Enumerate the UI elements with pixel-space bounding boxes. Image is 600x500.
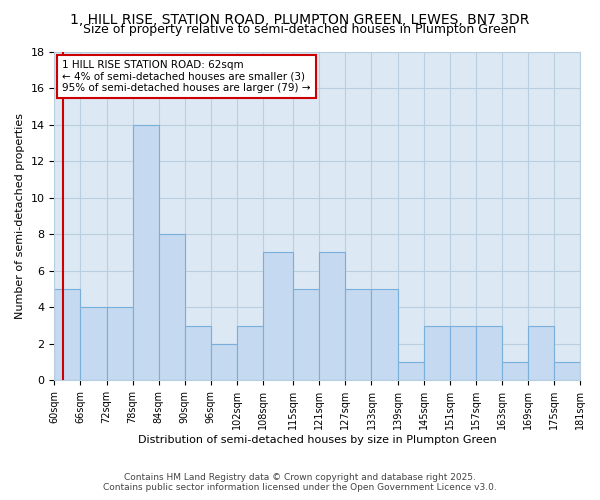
Text: 1, HILL RISE, STATION ROAD, PLUMPTON GREEN, LEWES, BN7 3DR: 1, HILL RISE, STATION ROAD, PLUMPTON GRE… (70, 12, 530, 26)
Bar (528, 326, 554, 380)
Bar (237, 326, 263, 380)
Bar (80, 308, 107, 380)
Bar (346, 289, 371, 380)
Text: Contains HM Land Registry data © Crown copyright and database right 2025.
Contai: Contains HM Land Registry data © Crown c… (103, 473, 497, 492)
Bar (476, 326, 502, 380)
Text: Size of property relative to semi-detached houses in Plumpton Green: Size of property relative to semi-detach… (83, 22, 517, 36)
Bar (293, 289, 319, 380)
Bar (185, 326, 211, 380)
Bar (449, 326, 476, 380)
Bar (502, 362, 528, 380)
Bar (55, 289, 80, 380)
Text: 1 HILL RISE STATION ROAD: 62sqm
← 4% of semi-detached houses are smaller (3)
95%: 1 HILL RISE STATION ROAD: 62sqm ← 4% of … (62, 60, 311, 93)
X-axis label: Distribution of semi-detached houses by size in Plumpton Green: Distribution of semi-detached houses by … (138, 435, 497, 445)
Bar (424, 326, 449, 380)
Y-axis label: Number of semi-detached properties: Number of semi-detached properties (15, 113, 25, 319)
Bar (107, 308, 133, 380)
Bar (158, 234, 185, 380)
Bar (211, 344, 237, 381)
Bar (263, 252, 293, 380)
Bar (371, 289, 398, 380)
Bar (554, 362, 580, 380)
Bar (133, 124, 158, 380)
Bar (398, 362, 424, 380)
Bar (319, 252, 346, 380)
